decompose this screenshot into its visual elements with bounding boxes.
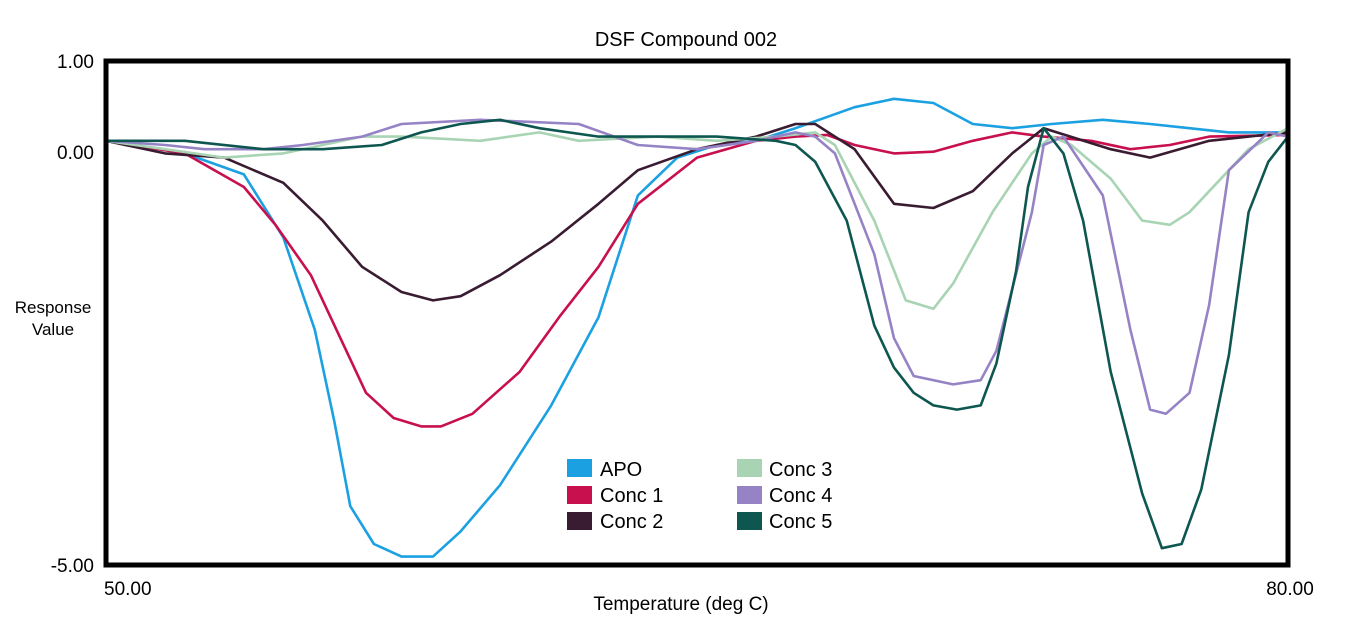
legend-label-conc-5: Conc 5 xyxy=(769,511,832,533)
legend-swatch-conc-1 xyxy=(567,486,592,504)
legend-swatch-conc-5 xyxy=(737,512,762,530)
legend-swatch-apo xyxy=(567,459,592,477)
x-axis-label: Temperature (deg C) xyxy=(593,594,768,615)
plot-area xyxy=(103,58,1291,568)
series-line-conc-3 xyxy=(104,126,1290,311)
series-line-apo xyxy=(104,97,1290,558)
x-tick-label-left: 50.00 xyxy=(104,579,152,600)
legend-label-apo: APO xyxy=(600,459,642,481)
x-tick-label-right: 80.00 xyxy=(1266,579,1314,600)
series-layer xyxy=(104,97,1290,558)
y-tick-label-top: 1.00 xyxy=(57,52,94,73)
legend-label-conc-4: Conc 4 xyxy=(769,485,832,507)
series-line-conc-1 xyxy=(104,131,1290,428)
legend-swatch-conc-3 xyxy=(737,459,762,477)
legend-label-conc-2: Conc 2 xyxy=(600,511,663,533)
y-axis-label-line-2: Value xyxy=(32,320,74,339)
legend: APO Conc 1 Conc 2 Conc 3 Conc 4 Conc 5 xyxy=(567,459,832,533)
y-axis-label-line-1: Response xyxy=(15,298,92,317)
legend-label-conc-3: Conc 3 xyxy=(769,459,832,481)
legend-label-conc-1: Conc 1 xyxy=(600,485,663,507)
chart-title: DSF Compound 002 xyxy=(595,29,777,51)
plot-frame xyxy=(103,58,1291,568)
series-line-conc-5 xyxy=(104,118,1290,550)
legend-swatch-conc-4 xyxy=(737,486,762,504)
legend-swatch-conc-2 xyxy=(567,512,592,530)
series-line-conc-4 xyxy=(104,118,1290,416)
y-tick-label-zero: 0.00 xyxy=(57,143,94,164)
y-tick-label-bottom: -5.00 xyxy=(51,556,94,577)
